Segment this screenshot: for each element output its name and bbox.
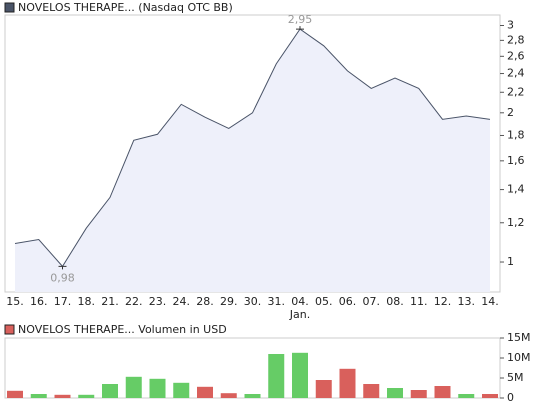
- bar: [220, 393, 237, 398]
- legend-label: NOVELOS THERAPE... (Nasdaq OTC BB): [18, 1, 233, 14]
- y-tick-label: 1,4: [507, 183, 525, 196]
- line: [14, 28, 491, 268]
- bar: [54, 394, 71, 398]
- y-tick-label: 2,8: [507, 33, 525, 46]
- bar: [197, 386, 213, 398]
- bar: [363, 384, 380, 398]
- bar: [125, 376, 142, 398]
- x-tick-label: 15.: [6, 295, 24, 308]
- x-tick-label: 06.: [339, 295, 357, 308]
- y-tick-label: 2: [507, 106, 514, 119]
- value-label: 0,98: [50, 271, 75, 284]
- bar: [7, 390, 23, 398]
- legend-swatch: [4, 324, 15, 335]
- bar: [434, 386, 451, 398]
- x-tick-label: 28.: [196, 295, 214, 308]
- x-tick-label: 11.: [410, 295, 428, 308]
- bar: [387, 388, 403, 398]
- x-tick-label: 21.: [101, 295, 119, 308]
- x-tick-label: 24.: [173, 295, 191, 308]
- y-tick-label: 2,6: [507, 49, 525, 62]
- legend-label: NOVELOS THERAPE... Volumen in USD: [18, 323, 227, 336]
- y-tick-label: 1,6: [507, 154, 525, 167]
- x-tick-label: 31.: [268, 295, 286, 308]
- x-tick-label: 12.: [434, 295, 452, 308]
- x-tick-label: 05.: [315, 295, 333, 308]
- y-tick-label: 1: [507, 255, 514, 268]
- bar: [30, 394, 47, 398]
- x-tick-label: 07.: [363, 295, 381, 308]
- x-tick-label: 04.: [291, 295, 309, 308]
- bar: [292, 352, 308, 398]
- area: [15, 29, 490, 293]
- marker: [296, 26, 304, 30]
- bar: [102, 384, 118, 398]
- bar: [78, 394, 95, 398]
- bar: [244, 394, 261, 398]
- x-tick-label: 22.: [125, 295, 143, 308]
- x-tick-label: 16.: [30, 295, 48, 308]
- x-tick-label: 17.: [54, 295, 72, 308]
- y-tick-label: 1,2: [507, 216, 525, 229]
- y-tick-label: 15M: [507, 331, 531, 344]
- value-label: 2,95: [288, 13, 313, 26]
- bar: [482, 394, 498, 398]
- x-tick-label: 14.: [481, 295, 499, 308]
- bar: [339, 368, 356, 398]
- marker: [58, 265, 67, 270]
- x-tick-label: 23.: [149, 295, 167, 308]
- bar: [149, 378, 166, 398]
- x-tick-sublabel: Jan.: [289, 308, 310, 321]
- bar: [315, 380, 332, 398]
- x-tick-label: 29.: [220, 295, 238, 308]
- bar: [458, 394, 475, 398]
- y-tick-label: 10M: [507, 351, 531, 364]
- y-tick-label: 2,4: [507, 67, 525, 80]
- y-tick-label: 1,8: [507, 128, 525, 141]
- plot-frame: [4, 337, 501, 399]
- x-tick-label: 18.: [78, 295, 96, 308]
- x-tick-label: 13.: [458, 295, 476, 308]
- y-tick-label: 2,2: [507, 85, 525, 98]
- y-tick-label: 5M: [507, 371, 524, 384]
- x-tick-label: 08.: [386, 295, 404, 308]
- legend-swatch: [4, 2, 15, 13]
- bar: [410, 390, 427, 398]
- bar: [173, 382, 190, 398]
- bar: [268, 354, 285, 398]
- y-tick-label: 0: [507, 391, 514, 404]
- x-tick-label: 30.: [244, 295, 262, 308]
- y-tick-label: 3: [507, 19, 514, 32]
